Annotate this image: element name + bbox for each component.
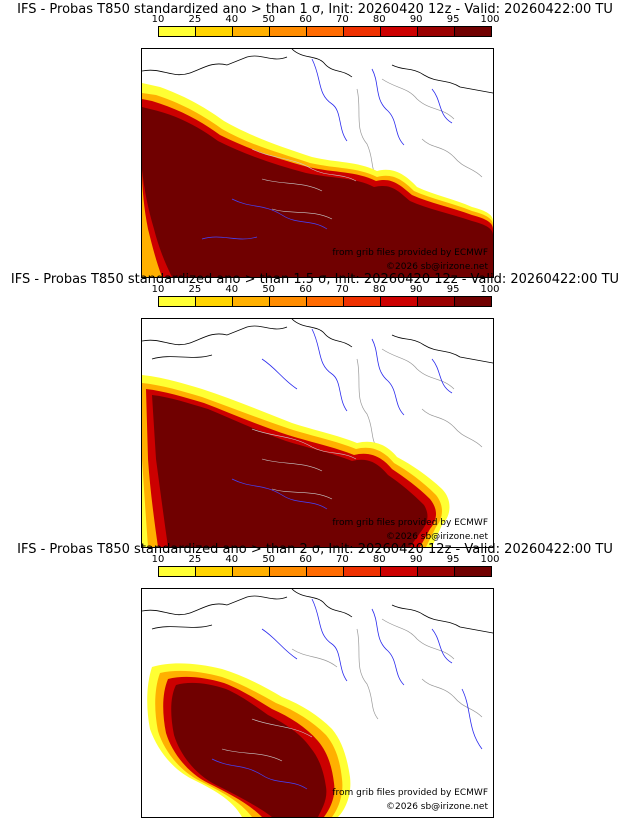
colorbar-tick: 40 [225, 554, 239, 565]
map-drawing [142, 319, 493, 547]
colorbar-tick: 40 [225, 284, 239, 295]
colorbar-segment [195, 567, 232, 576]
colorbar-segment [417, 567, 454, 576]
rivers [261, 598, 483, 750]
colorbar-tick: 25 [188, 554, 202, 565]
colorbar-tick: 90 [409, 554, 423, 565]
colorbar-segment [306, 567, 343, 576]
provider-credit: from grib files provided by ECMWF [332, 518, 488, 528]
probability-map: from grib files provided by ECMWF ©2026 … [141, 48, 494, 278]
colorbar-segment [159, 567, 195, 576]
colorbar-tick: 40 [225, 14, 239, 25]
colorbar-tick: 95 [446, 284, 460, 295]
inner-borders [221, 718, 313, 762]
borders [356, 348, 483, 450]
colorbar-segment [417, 297, 454, 306]
borders [291, 618, 483, 720]
panel-title: IFS - Probas T850 standardized ano > tha… [17, 2, 613, 17]
colorbar-tick: 70 [336, 554, 349, 565]
copyright-credit: ©2026 sb@irizone.net [386, 802, 488, 812]
colorbar-tick: 70 [336, 14, 349, 25]
colorbar-tick: 25 [188, 284, 202, 295]
colorbar-tick: 60 [299, 554, 312, 565]
colorbar-tick: 95 [446, 554, 460, 565]
colorbar-tick: 10 [151, 284, 165, 295]
provider-credit: from grib files provided by ECMWF [332, 788, 488, 798]
coastlines [142, 589, 493, 634]
map-panel-1: IFS - Probas T850 standardized ano > tha… [0, 2, 630, 278]
colorbar-segment [380, 27, 417, 36]
provider-credit: from grib files provided by ECMWF [332, 248, 488, 258]
colorbar-tick: 90 [409, 284, 423, 295]
colorbar-tick: 25 [188, 14, 202, 25]
colorbar-segment [343, 567, 380, 576]
colorbar-tick: 100 [480, 14, 500, 25]
colorbar-segment [195, 297, 232, 306]
colorbar-tick: 80 [372, 554, 386, 565]
colorbar-tick: 50 [262, 284, 276, 295]
colorbar-segment [454, 567, 491, 576]
colorbar-tick: 10 [151, 14, 165, 25]
colorbar-tick: 90 [409, 14, 423, 25]
inner-rivers [201, 198, 328, 240]
colorbar-segment [380, 297, 417, 306]
colorbar-tick: 95 [446, 14, 460, 25]
colorbar-tick: 60 [299, 284, 312, 295]
inner-borders [251, 148, 357, 220]
colorbar-tick: 100 [480, 284, 500, 295]
map-panel-2: IFS - Probas T850 standardized ano > tha… [0, 272, 630, 548]
coastlines [142, 319, 493, 364]
colorbar [158, 296, 492, 307]
colorbar-segment [269, 27, 306, 36]
copyright-credit: ©2026 sb@irizone.net [386, 262, 488, 272]
colorbar-segment [380, 567, 417, 576]
colorbar-segment [159, 297, 195, 306]
colorbar-segment [417, 27, 454, 36]
colorbar-segment [269, 567, 306, 576]
colorbar-segment [454, 27, 491, 36]
colorbar-tick: 50 [262, 14, 276, 25]
colorbar-segment [195, 27, 232, 36]
colorbar [158, 26, 492, 37]
colorbar-ticks: 10 25 40 50 60 70 80 90 95 100 [152, 14, 500, 26]
colorbar-segment [232, 567, 269, 576]
colorbar-tick: 100 [480, 554, 500, 565]
colorbar-segment [232, 297, 269, 306]
probability-map: from grib files provided by ECMWF ©2026 … [141, 588, 494, 818]
rivers [261, 328, 453, 416]
colorbar-segment [269, 297, 306, 306]
panel-title: IFS - Probas T850 standardized ano > tha… [10, 272, 620, 287]
probability-map: from grib files provided by ECMWF ©2026 … [141, 318, 494, 548]
inner-rivers [211, 758, 308, 790]
colorbar-segment [159, 27, 195, 36]
colorbar-tick: 70 [336, 284, 349, 295]
map-drawing [142, 49, 493, 277]
prob-contour-95 [142, 107, 493, 277]
colorbar-segment [306, 297, 343, 306]
inner-rivers [231, 478, 328, 510]
colorbar-segment [232, 27, 269, 36]
colorbar-segment [343, 27, 380, 36]
colorbar-tick: 60 [299, 14, 312, 25]
colorbar [158, 566, 492, 577]
copyright-credit: ©2026 sb@irizone.net [386, 532, 488, 542]
borders [356, 78, 483, 180]
colorbar-segment [343, 297, 380, 306]
colorbar-tick: 50 [262, 554, 276, 565]
colorbar-tick: 80 [372, 14, 386, 25]
colorbar-tick: 80 [372, 284, 386, 295]
prob-contour-95 [152, 395, 428, 547]
prob-contour-95 [171, 682, 327, 817]
map-drawing [142, 589, 493, 817]
inner-borders [251, 428, 357, 500]
colorbar-ticks: 10 25 40 50 60 70 80 90 95 100 [152, 284, 500, 296]
colorbar-segment [306, 27, 343, 36]
panel-title: IFS - Probas T850 standardized ano > tha… [17, 542, 613, 557]
colorbar-ticks: 10 25 40 50 60 70 80 90 95 100 [152, 554, 500, 566]
map-panel-3: IFS - Probas T850 standardized ano > tha… [0, 542, 630, 818]
colorbar-segment [454, 297, 491, 306]
colorbar-tick: 10 [151, 554, 165, 565]
